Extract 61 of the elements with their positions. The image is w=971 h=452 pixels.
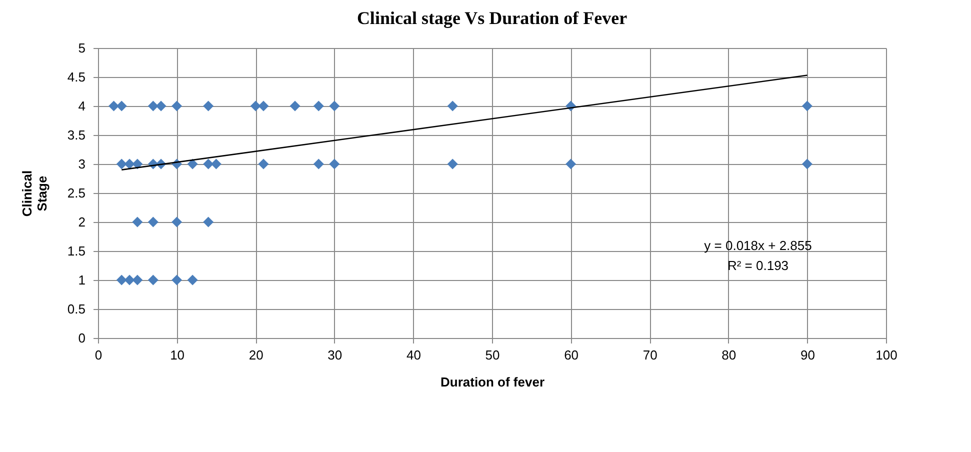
x-tick-label: 90 — [800, 348, 815, 362]
point — [250, 100, 261, 112]
point — [148, 216, 158, 228]
point — [132, 274, 143, 286]
x-tick-label: 100 — [876, 348, 898, 362]
y-tick-label: 0 — [78, 330, 86, 346]
x-tick-label: 40 — [406, 348, 421, 362]
x-tick-label: 80 — [722, 348, 736, 362]
point — [802, 158, 812, 170]
y-tick-label: 0.5 — [67, 302, 86, 316]
point — [116, 100, 127, 112]
point — [148, 100, 158, 112]
annotation: R² = 0.193 — [727, 258, 789, 273]
chart-title: Clinical stage Vs Duration of Fever — [356, 8, 628, 28]
point — [132, 216, 143, 228]
point — [156, 100, 166, 112]
point — [187, 274, 198, 286]
point — [116, 274, 127, 286]
annotation: y = 0.018x + 2.855 — [704, 238, 812, 253]
y-axis-title: Clinical Stage — [19, 170, 50, 217]
y-tick-label: 3 — [78, 156, 86, 172]
x-tick-label: 10 — [170, 348, 185, 362]
point — [802, 100, 812, 112]
point — [258, 100, 269, 112]
point — [447, 100, 458, 112]
y-tick-label: 2 — [78, 214, 86, 230]
point — [124, 158, 135, 170]
x-tick-label: 30 — [328, 348, 342, 362]
y-tick-label: 4.5 — [67, 70, 86, 84]
y-tick-label: 5 — [78, 40, 86, 56]
y-tick-label: 3.5 — [67, 128, 86, 142]
x-axis-title: Duration of fever — [440, 374, 545, 390]
point — [124, 274, 135, 286]
point — [313, 100, 324, 112]
point — [203, 216, 214, 228]
x-tick-label: 20 — [248, 348, 264, 362]
point — [210, 158, 222, 170]
point — [258, 158, 269, 170]
point — [566, 158, 576, 170]
point — [329, 100, 340, 112]
y-tick-label: 1.5 — [67, 244, 86, 258]
point — [172, 274, 182, 286]
x-tick-label: 70 — [642, 348, 658, 362]
point — [203, 158, 214, 170]
y-tick-label: 1 — [78, 272, 86, 288]
point — [172, 216, 182, 228]
point — [447, 158, 458, 170]
point — [290, 100, 300, 112]
x-tick-label: 0 — [94, 348, 102, 362]
y-tick-label: 2.5 — [67, 186, 86, 200]
point — [187, 158, 198, 170]
x-tick-label: 60 — [564, 348, 579, 362]
x-tick-label: 50 — [485, 348, 500, 362]
point — [148, 274, 158, 286]
y-tick-label: 4 — [78, 98, 86, 114]
point — [116, 158, 127, 170]
point — [172, 100, 182, 112]
point — [132, 158, 143, 170]
point — [329, 158, 340, 170]
point — [203, 100, 214, 112]
point — [313, 158, 324, 170]
